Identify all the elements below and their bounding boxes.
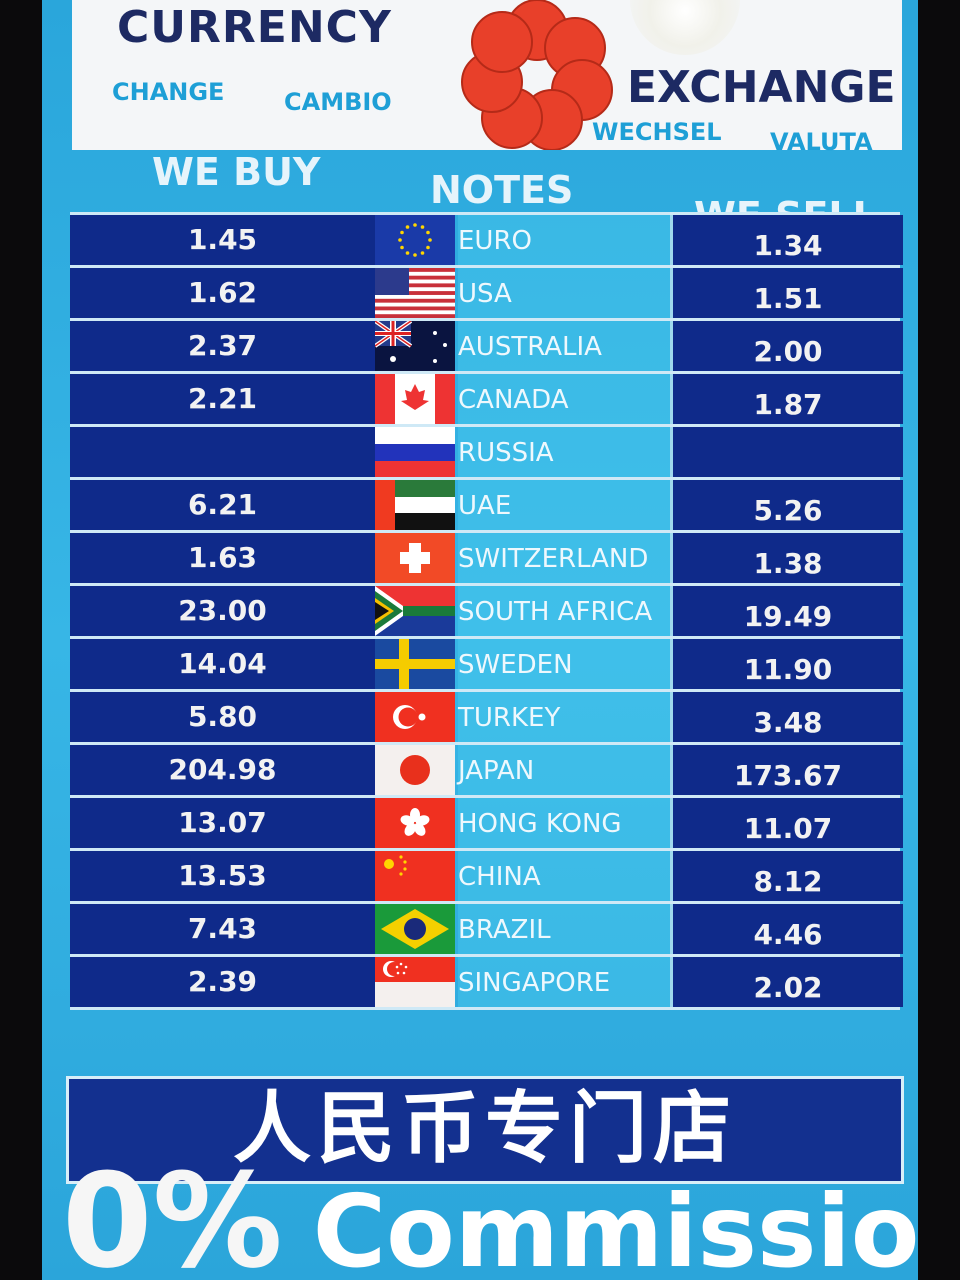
sell-rate: 11.90 (670, 639, 903, 689)
sell-rate: 5.26 (670, 480, 903, 530)
currency-name: RUSSIA (458, 427, 670, 477)
table-row: 5.80 TURKEY 3.48 (70, 689, 903, 742)
canada-flag-icon (375, 374, 455, 424)
table-row: 1.62 USA 1.51 (70, 265, 903, 318)
russia-flag-icon (375, 427, 455, 477)
table-row: 204.98 JAPAN 173.67 (70, 742, 903, 795)
eu-flag-icon (375, 215, 455, 265)
currency-name: CANADA (458, 374, 670, 424)
buy-rate: 14.04 (70, 639, 375, 689)
sell-rate: 1.87 (670, 374, 903, 424)
buy-rate: 13.07 (70, 798, 375, 848)
table-row: 13.53 CHINA 8.12 (70, 848, 903, 901)
rmb-specialist-banner: 人民币专门店 (66, 1076, 904, 1184)
sell-rate (670, 427, 903, 477)
sell-rate: 11.07 (670, 798, 903, 848)
sell-rate: 8.12 (670, 851, 903, 901)
currency-name: CHINA (458, 851, 670, 901)
buy-rate: 6.21 (70, 480, 375, 530)
table-row: RUSSIA (70, 424, 903, 477)
table-row: 2.39 SINGAPORE 2.02 (70, 954, 903, 1007)
exchange-rate-board: CURRENCY CHANGE CAMBIO EXCHANGE WECHSEL … (42, 0, 918, 1280)
currency-name: HONG KONG (458, 798, 670, 848)
table-row: 1.45 EURO 1.34 (70, 212, 903, 265)
table-row: 1.63 SWITZERLAND 1.38 (70, 530, 903, 583)
hong-kong-flag-icon (375, 798, 455, 848)
sell-rate: 3.48 (670, 692, 903, 742)
turkey-flag-icon (375, 692, 455, 742)
sell-rate: 19.49 (670, 586, 903, 636)
south-africa-flag-icon (375, 586, 455, 636)
table-row: 13.07 HONG KONG 11.07 (70, 795, 903, 848)
table-bottom-border (70, 1007, 900, 1011)
buy-rate: 2.21 (70, 374, 375, 424)
buy-rate: 23.00 (70, 586, 375, 636)
table-row: 2.37 AUSTRALIA 2.00 (70, 318, 903, 371)
buy-rate: 1.62 (70, 268, 375, 318)
buy-rate: 204.98 (70, 745, 375, 795)
us-flag-icon (375, 268, 455, 318)
header: CURRENCY CHANGE CAMBIO EXCHANGE WECHSEL … (72, 0, 902, 156)
currency-name: EURO (458, 215, 670, 265)
buy-rate: 1.63 (70, 533, 375, 583)
currency-name: SWITZERLAND (458, 533, 670, 583)
buy-rate: 1.45 (70, 215, 375, 265)
buy-rate: 7.43 (70, 904, 375, 954)
currency-name: UAE (458, 480, 670, 530)
commission-percent: 0% (62, 1145, 283, 1280)
japan-flag-icon (375, 745, 455, 795)
sell-rate: 2.02 (670, 957, 903, 1007)
china-flag-icon (375, 851, 455, 901)
title-currency: CURRENCY (117, 2, 392, 53)
currency-name: SWEDEN (458, 639, 670, 689)
currency-name: USA (458, 268, 670, 318)
uae-flag-icon (375, 480, 455, 530)
sweden-flag-icon (375, 639, 455, 689)
singapore-flag-icon (375, 957, 455, 1007)
buy-rate: 2.39 (70, 957, 375, 1007)
red-flower-logo-icon (461, 0, 613, 150)
sell-rate: 1.34 (670, 215, 903, 265)
buy-rate (70, 427, 375, 477)
subtitle-change: CHANGE (112, 78, 225, 106)
brazil-flag-icon (375, 904, 455, 954)
sell-rate: 2.00 (670, 321, 903, 371)
currency-name: SOUTH AFRICA (458, 586, 670, 636)
commission-label: Commission* (312, 1173, 918, 1280)
column-we-buy: WE BUY (152, 150, 321, 194)
sell-rate: 1.51 (670, 268, 903, 318)
australia-flag-icon (375, 321, 455, 371)
table-row: 2.21 CANADA 1.87 (70, 371, 903, 424)
table-row: 23.00 SOUTH AFRICA 19.49 (70, 583, 903, 636)
table-row: 6.21 UAE 5.26 (70, 477, 903, 530)
switzerland-flag-icon (375, 533, 455, 583)
subtitle-valuta: VALUTA (770, 128, 873, 156)
buy-rate: 5.80 (70, 692, 375, 742)
currency-name: TURKEY (458, 692, 670, 742)
commission-notice: 0%Commission* (62, 1156, 918, 1280)
table-row: 7.43 BRAZIL 4.46 (70, 901, 903, 954)
title-exchange: EXCHANGE (627, 62, 896, 113)
table-row: 14.04 SWEDEN 11.90 (70, 636, 903, 689)
sell-rate: 173.67 (670, 745, 903, 795)
sell-rate: 4.46 (670, 904, 903, 954)
currency-name: AUSTRALIA (458, 321, 670, 371)
sell-rate: 1.38 (670, 533, 903, 583)
buy-rate: 13.53 (70, 851, 375, 901)
currency-name: SINGAPORE (458, 957, 670, 1007)
currency-name: JAPAN (458, 745, 670, 795)
currency-name: BRAZIL (458, 904, 670, 954)
column-notes: NOTES (430, 168, 574, 212)
rate-table: 1.45 EURO 1.34 1.62 USA 1.51 2.37 AUSTRALI… (70, 212, 903, 1011)
subtitle-cambio: CAMBIO (284, 88, 392, 116)
buy-rate: 2.37 (70, 321, 375, 371)
subtitle-wechsel: WECHSEL (592, 118, 722, 146)
